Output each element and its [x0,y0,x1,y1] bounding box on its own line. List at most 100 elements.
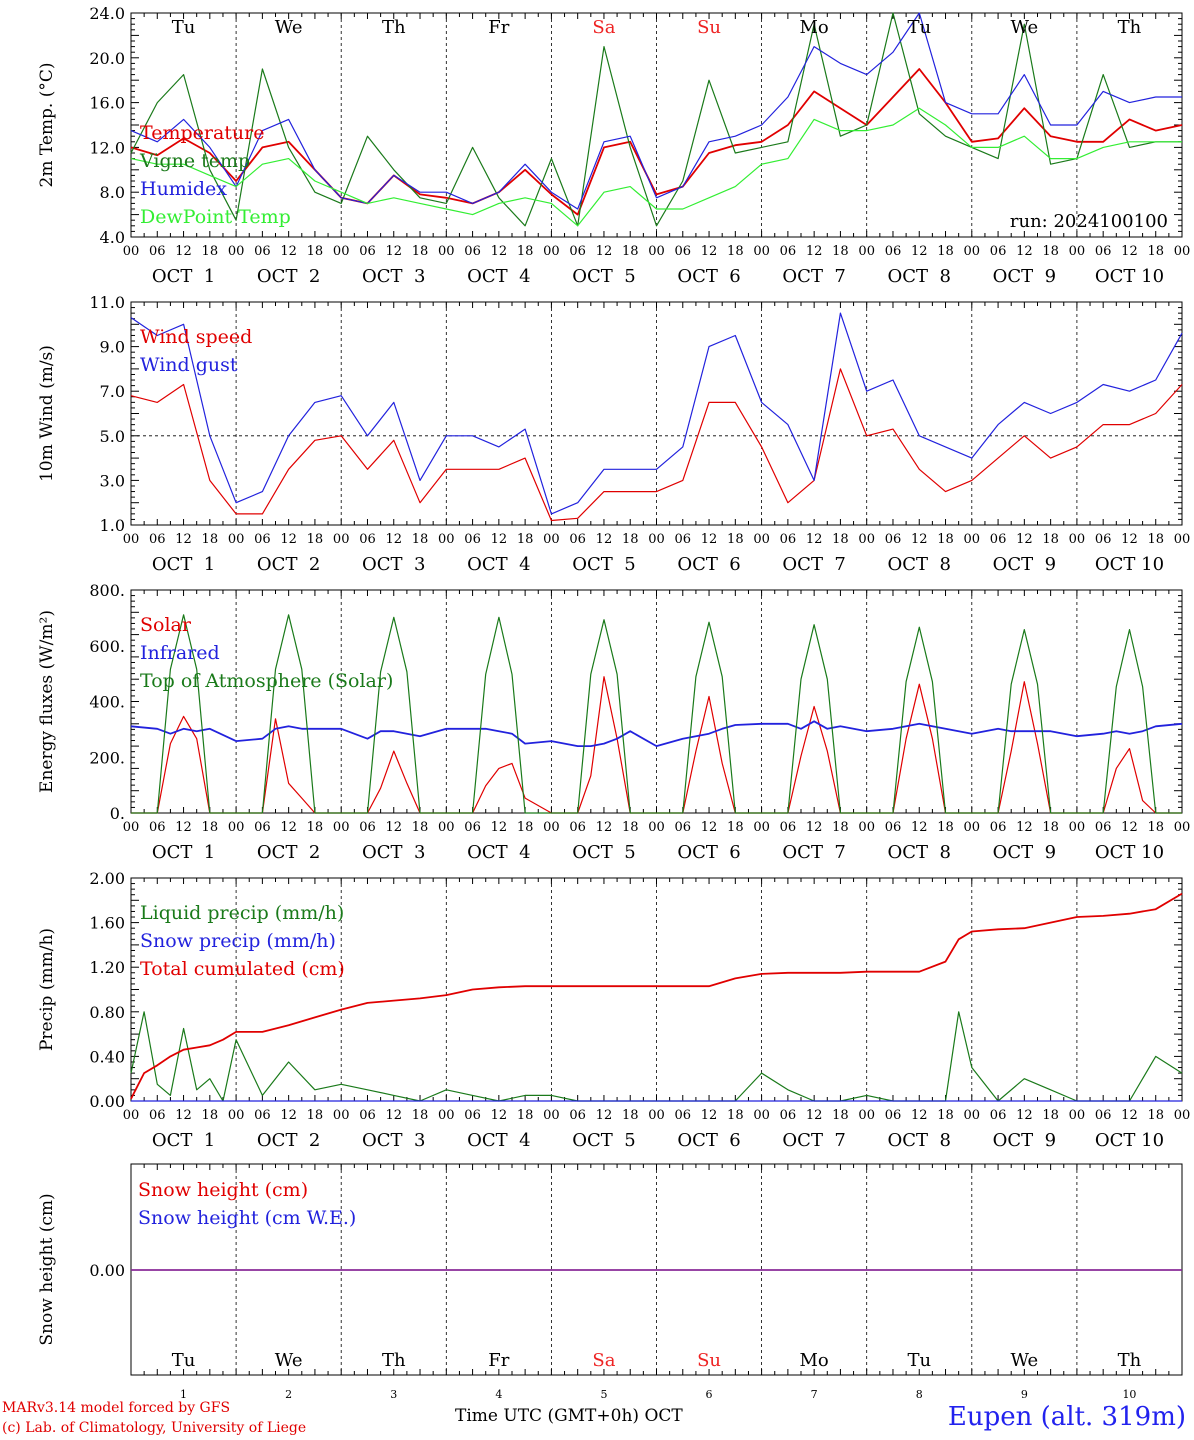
date-label: OCT 4 [467,1130,530,1151]
hour-tick-label: 12 [911,244,928,259]
hour-tick-label: 06 [464,532,481,547]
station-label: Eupen (alt. 319m) [947,1402,1186,1432]
hour-tick-label: 18 [727,532,744,547]
date-label: OCT 2 [257,842,320,863]
hour-tick-label: 06 [1095,244,1112,259]
date-label: OCT 9 [993,1130,1056,1151]
hour-tick-label: 18 [517,532,534,547]
date-label: OCT 7 [782,266,845,287]
hour-tick-label: 06 [885,1108,902,1123]
credit-lab: (c) Lab. of Climatology, University of L… [2,1420,307,1436]
hour-tick-label: 00 [438,1108,455,1123]
legend-entry: Wind speed [140,326,252,348]
hour-tick-label: 12 [1016,1108,1033,1123]
y-tick-label: 3.0 [100,471,125,490]
y-axis-label: 10m Wind (m/s) [37,345,57,482]
hour-tick-label: 00 [1069,244,1086,259]
y-tick-label: 800. [89,581,125,600]
date-label: OCT 9 [993,842,1056,863]
hour-tick-label: 06 [885,532,902,547]
legend-entry: Humidex [140,178,227,200]
hour-tick-label: 06 [885,244,902,259]
hour-tick-label: 06 [464,820,481,835]
hour-tick-label: 06 [254,820,271,835]
hour-tick-label: 06 [780,244,797,259]
date-label: OCT 5 [572,266,635,287]
weekday-label: Sa [592,17,615,38]
date-label: OCT 3 [362,842,425,863]
y-tick-label: 20.0 [89,49,125,68]
hour-tick-label: 12 [280,244,297,259]
hour-tick-label: 00 [648,532,665,547]
hour-tick-label: 00 [543,244,560,259]
weekday-label: Tu [907,17,931,38]
hour-tick-label: 06 [780,820,797,835]
hour-tick-label: 00 [123,1108,140,1123]
hour-tick-label: 18 [727,820,744,835]
date-label: OCT 1 [152,1130,215,1151]
date-label: OCT 10 [1095,554,1164,575]
hour-tick-label: 06 [359,820,376,835]
y-axis-label: 2m Temp. (°C) [37,62,57,187]
hour-tick-label: 00 [1069,1108,1086,1123]
date-label: OCT 1 [152,842,215,863]
y-tick-label: 1.60 [89,914,125,933]
day-number: 10 [1122,1388,1136,1401]
legend-entry: Snow height (cm) [138,1179,308,1201]
hour-tick-label: 12 [806,532,823,547]
y-tick-label: 12.0 [89,138,125,157]
hour-tick-label: 06 [885,820,902,835]
hour-tick-label: 00 [228,1108,245,1123]
hour-tick-label: 12 [806,1108,823,1123]
date-label: OCT 4 [467,842,530,863]
weekday-label: Th [1118,1350,1142,1371]
hour-tick-label: 00 [228,532,245,547]
hour-tick-label: 00 [333,244,350,259]
hour-tick-label: 06 [675,820,692,835]
hour-tick-label: 00 [438,820,455,835]
hour-tick-label: 00 [964,532,981,547]
weekday-label: Su [697,17,721,38]
hour-tick-label: 06 [780,1108,797,1123]
hour-tick-label: 00 [858,532,875,547]
hour-tick-label: 00 [123,820,140,835]
hour-tick-label: 18 [832,244,849,259]
hour-tick-label: 00 [648,244,665,259]
hour-tick-label: 12 [1121,1108,1138,1123]
legend-entry: Wind gust [140,354,238,376]
hour-tick-label: 18 [517,820,534,835]
y-axis-label: Precip (mm/h) [37,928,57,1051]
weekday-label: Mo [800,17,829,38]
hour-tick-label: 06 [990,244,1007,259]
weekday-label: Tu [172,17,196,38]
y-tick-label: 2.00 [89,869,125,888]
hour-tick-label: 12 [596,1108,613,1123]
hour-tick-label: 06 [675,532,692,547]
hour-tick-label: 12 [1121,820,1138,835]
y-tick-label: 24.0 [89,4,125,23]
date-label: OCT 4 [467,266,530,287]
series-line [130,720,1183,747]
hour-tick-label: 00 [438,244,455,259]
hour-tick-label: 00 [333,532,350,547]
date-label: OCT 4 [467,554,530,575]
date-label: OCT 2 [257,266,320,287]
date-label: OCT 8 [888,1130,951,1151]
day-number: 2 [285,1388,292,1401]
day-number: 3 [390,1388,397,1401]
legend-entry: Liquid precip (mm/h) [140,902,344,924]
panel-5: 0.00 Snow height (cm) Snow height (cm) Snow… [37,1163,1183,1401]
y-axis-label: Energy fluxes (W/m²) [37,610,57,793]
hour-tick-label: 12 [806,244,823,259]
y-tick-label: 0.80 [89,1003,125,1022]
date-label: OCT 1 [152,266,215,287]
hour-tick-label: 06 [675,244,692,259]
day-number: 1 [180,1388,187,1401]
legend-entry: Snow height (cm W.E.) [138,1207,356,1229]
y-tick-label: 0.40 [89,1047,125,1066]
hour-tick-label: 06 [1095,820,1112,835]
weekday-label: We [1011,1350,1039,1371]
hour-tick-label: 12 [1016,244,1033,259]
series-line [130,892,1183,1100]
weekday-label: Su [697,1350,721,1371]
